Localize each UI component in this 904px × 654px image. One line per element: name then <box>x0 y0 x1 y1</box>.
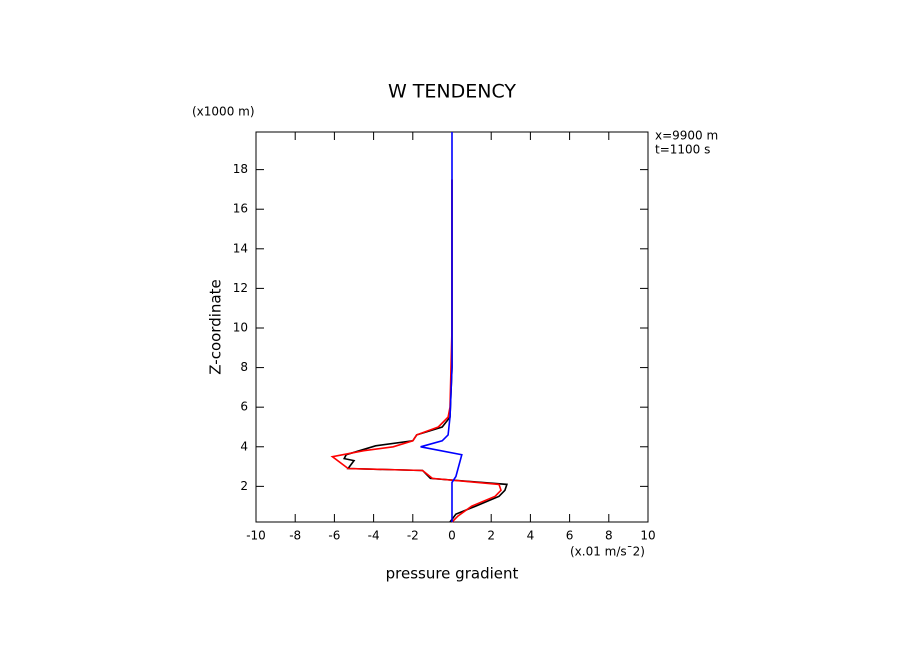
x-tick-label: -8 <box>289 529 301 543</box>
annotation: t=1100 s <box>655 143 710 157</box>
y-tick-label: 14 <box>233 241 248 255</box>
x-tick-label: 6 <box>566 529 574 543</box>
profile-line <box>420 132 463 522</box>
x-tick-label: -2 <box>407 529 419 543</box>
y-tick-label: 4 <box>240 439 248 453</box>
y-tick-label: 18 <box>233 162 248 176</box>
x-tick-label: 0 <box>448 529 456 543</box>
annotation: x=9900 m <box>655 129 718 143</box>
y-tick-label: 8 <box>240 360 248 374</box>
x-tick-label: 2 <box>487 529 495 543</box>
x-axis-label: pressure gradient <box>386 565 519 583</box>
chart-title: W TENDENCY <box>388 81 516 103</box>
x-tick-label: 4 <box>527 529 535 543</box>
y-tick-label: 10 <box>233 320 248 334</box>
x-tick-label: -6 <box>328 529 340 543</box>
x-tick-label: 8 <box>605 529 613 543</box>
x-unit: (x.01 m/s¯2) <box>570 545 645 559</box>
y-tick-label: 2 <box>240 479 248 493</box>
y-tick-label: 6 <box>240 400 248 414</box>
x-tick-label: 10 <box>640 529 655 543</box>
y-tick-label: 12 <box>233 281 248 295</box>
y-axis-label: Z-coordinate <box>207 279 225 374</box>
x-tick-label: -10 <box>246 529 266 543</box>
x-tick-label: -4 <box>368 529 380 543</box>
y-unit: (x1000 m) <box>192 105 255 119</box>
y-tick-label: 16 <box>233 202 248 216</box>
profile-line <box>343 179 508 523</box>
